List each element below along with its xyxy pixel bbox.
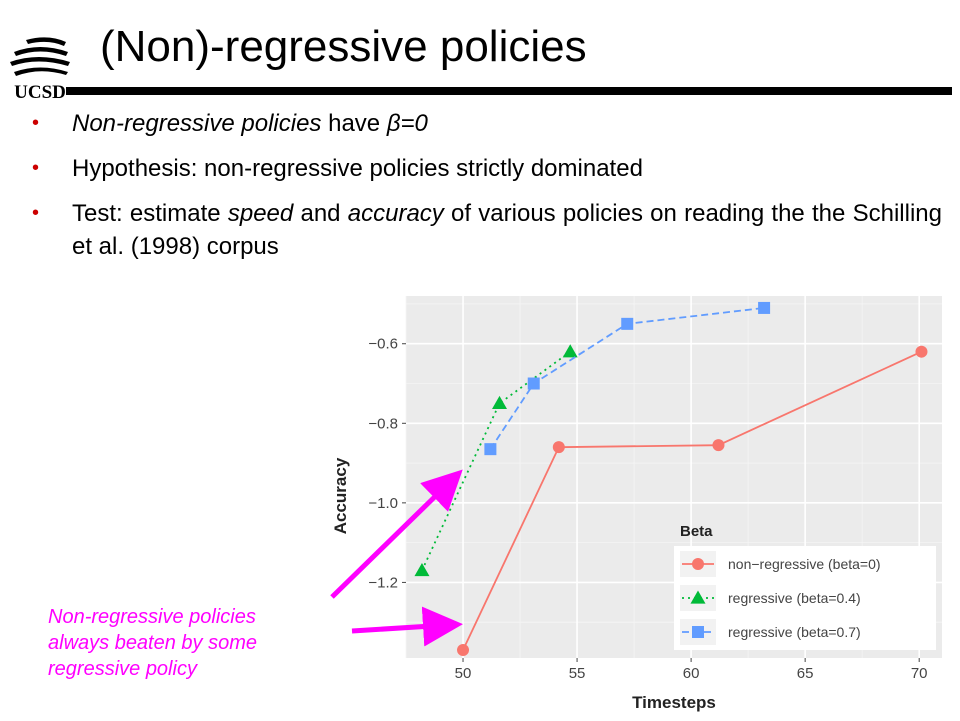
data-point [484,443,497,456]
bullet-text: Hypothesis: non-regressive policies stri… [72,155,643,182]
legend-key-marker [690,590,706,604]
series-2 [484,301,771,456]
bullet-dot: • [32,202,40,224]
data-point [457,644,470,657]
bullet-text: Test: estimate [72,200,228,227]
y-tick-label: −0.6 [368,336,398,353]
legend-label: non−regressive (beta=0) [728,556,881,572]
data-point [621,317,634,330]
bullet-text: have [321,110,387,137]
bullet-item: • Non-regressive policies have β=0 [30,107,942,140]
legend-label: regressive (beta=0.4) [728,590,861,606]
x-tick-label: 70 [911,665,928,682]
bullet-dot: • [32,157,40,179]
x-tick-label: 55 [569,665,586,682]
series-line [462,350,922,651]
annotation-line: regressive policy [48,658,197,680]
bullet-text: β=0 [386,110,428,137]
legend: Beta non−regressive (beta=0) regressive (… [674,523,936,650]
x-tick-label: 60 [683,665,700,682]
y-tick-label: −1.2 [368,574,398,591]
legend-title: Beta [680,523,713,540]
accuracy-vs-timesteps-chart: 50 55 60 65 70 −1.2 −1.0 −0.8 −0.6 Accuracy Time… [318,296,956,716]
data-point [915,345,928,358]
bullet-text: speed [227,200,294,227]
legend-background [674,546,936,650]
legend-label: regressive (beta=0.7) [728,624,861,640]
y-axis-label: Accuracy [331,457,350,534]
ucsd-logo: UCSD [4,30,76,106]
legend-key-marker [692,626,704,638]
annotation-line: Non-regressive policies [48,606,256,628]
bullet-list: • Non-regressive policies have β=0 • Hypot… [30,107,942,275]
chart-svg: 50 55 60 65 70 −1.2 −1.0 −0.8 −0.6 Accuracy Time… [331,296,942,712]
data-point [492,395,508,410]
bullet-dot: • [32,112,40,134]
bullet-item: • Hypothesis: non-regressive policies str… [30,152,942,185]
bullet-text: accuracy [347,200,444,227]
title-divider [66,87,952,95]
y-tick-label: −1.0 [368,495,398,512]
series-line [489,307,765,450]
y-tick-label: −0.8 [368,415,398,432]
legend-key-marker [692,558,704,570]
data-point [527,377,540,390]
data-point [712,439,725,452]
slide-title: (Non)-regressive policies [100,22,587,71]
bullet-text: of various policies on reading the the S… [72,200,942,260]
data-point [552,441,565,454]
bullet-text: Non-regressive policies [72,110,322,137]
annotation-note: Non-regressive policies always beaten by… [48,604,338,682]
x-tick-label: 65 [797,665,814,682]
x-axis-label: Timesteps [632,693,716,712]
x-tick-label: 50 [455,665,472,682]
annotation-line: always beaten by some [48,632,258,654]
series-0 [457,345,928,657]
data-point [758,301,771,314]
bullet-text: and [293,200,348,227]
logo-text: UCSD [14,82,66,103]
data-point [562,344,578,358]
bullet-item: • Test: estimate speed and accuracy of va… [30,197,942,263]
